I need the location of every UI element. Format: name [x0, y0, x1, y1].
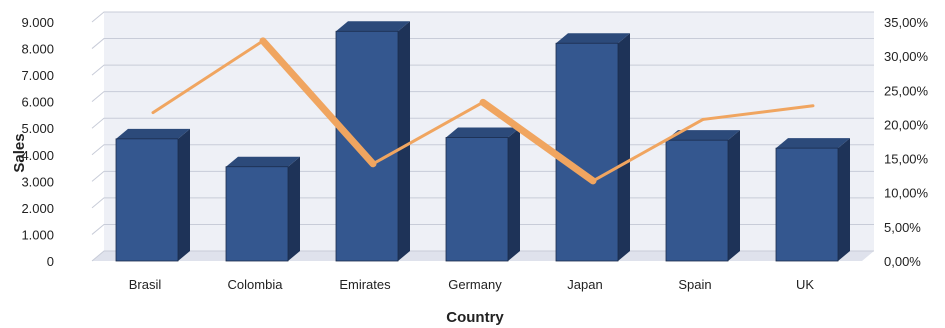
y-tick-label: 8.000: [21, 42, 54, 57]
gridline: [91, 11, 874, 23]
bar-side: [838, 138, 850, 261]
y-tick-label: 3.000: [21, 174, 54, 189]
y2-tick-label: 20,00%: [884, 117, 929, 132]
x-axis-title: Country: [446, 309, 504, 326]
bar-front: [115, 138, 179, 262]
bar-front: [775, 147, 839, 262]
bar-front: [335, 30, 399, 262]
bar-top: [446, 127, 520, 138]
bar-top: [556, 33, 630, 44]
bar-front: [665, 139, 729, 262]
bar-side: [508, 127, 520, 262]
x-category-label: Germany: [448, 277, 502, 292]
line-segment: [151, 39, 265, 115]
y2-tick-label: 25,00%: [884, 83, 929, 98]
bar-top: [776, 138, 850, 149]
bar: [335, 21, 410, 262]
line-segment: [591, 117, 705, 183]
x-category-label: Colombia: [228, 277, 284, 292]
bar-side: [728, 130, 740, 261]
line-segment: [371, 100, 485, 166]
y-tick-label: 6.000: [21, 95, 54, 110]
x-category-label: Emirates: [339, 277, 391, 292]
bar: [225, 156, 300, 262]
y2-tick-label: 0,00%: [884, 254, 921, 269]
x-category-label: Brasil: [129, 277, 162, 292]
line-segment: [259, 37, 377, 168]
bar-side: [398, 21, 410, 261]
x-axis-categories: Brasil Colombia Emirates Germany Japan Spain U…: [129, 277, 815, 292]
y2-tick-label: 35,00%: [884, 15, 929, 30]
y-tick-label: 0: [47, 254, 54, 269]
y-tick-label: 9.000: [21, 15, 54, 30]
bar-top: [226, 156, 300, 167]
bar: [115, 128, 190, 262]
bar-side: [178, 128, 190, 261]
bar-front: [555, 42, 619, 262]
y-tick-label: 5.000: [21, 121, 54, 136]
line-segment: [479, 98, 597, 185]
x-category-label: UK: [796, 277, 814, 292]
bar: [555, 33, 630, 262]
y2-tick-label: 10,00%: [884, 186, 929, 201]
bar-top: [116, 128, 190, 139]
y2-tick-label: 15,00%: [884, 152, 929, 167]
bar-top: [666, 130, 740, 141]
y2-tick-label: 5,00%: [884, 220, 921, 235]
bar: [665, 130, 740, 262]
y-tick-label: 2.000: [21, 201, 54, 216]
bar: [775, 138, 850, 262]
bar: [445, 127, 520, 262]
bar-side: [618, 33, 630, 261]
bar-front: [445, 137, 509, 262]
y-tick-label: 1.000: [21, 227, 54, 242]
y2-tick-label: 30,00%: [884, 49, 929, 64]
bar-front: [225, 166, 289, 262]
y-axis-left-ticks: 0 1.000 2.000 3.000 4.000 5.000 6.000 7.000 8.00…: [21, 15, 54, 269]
y-axis-title: Sales: [11, 133, 28, 172]
bar-side: [288, 156, 300, 261]
line-segment: [701, 104, 815, 121]
bar-top: [336, 21, 410, 32]
y-tick-label: 7.000: [21, 68, 54, 83]
line-series: [151, 37, 815, 185]
x-category-label: Japan: [567, 277, 602, 292]
x-category-label: Spain: [678, 277, 711, 292]
y-axis-right-ticks: 0,00% 5,00% 10,00% 15,00% 20,00% 25,00% 30,00%…: [884, 15, 929, 269]
y-tick-label: 4.000: [21, 148, 54, 163]
bars: [115, 21, 850, 262]
